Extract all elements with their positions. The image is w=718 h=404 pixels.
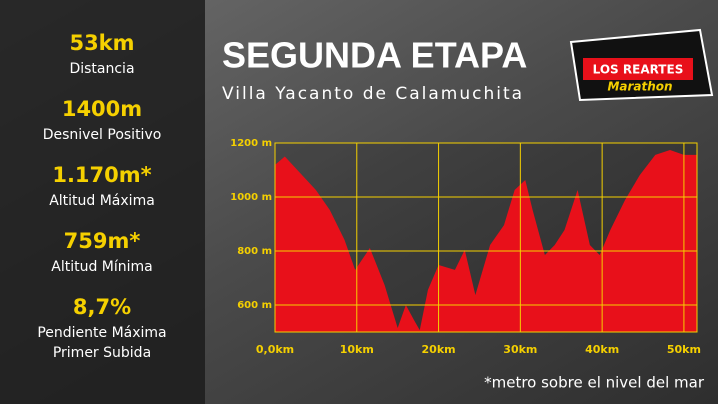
x-tick-label: 30km xyxy=(503,343,537,356)
stat-value: 8,7% xyxy=(73,295,131,319)
stat-value: 759m* xyxy=(64,229,141,253)
x-tick-label: 0,0km xyxy=(256,343,294,356)
logo: LOS REARTES Marathon xyxy=(569,28,714,102)
stat-label: Primer Subida xyxy=(53,345,151,361)
plot-frame xyxy=(274,142,698,333)
title: SEGUNDA ETAPA xyxy=(222,35,527,76)
stat-label: Altitud Mínima xyxy=(51,259,153,275)
stat-value: 1.170m* xyxy=(52,163,151,187)
stat-value: 1400m xyxy=(62,97,142,121)
logo-name: LOS REARTES xyxy=(593,63,684,77)
elevation-area xyxy=(275,150,697,332)
logo-band xyxy=(583,58,693,80)
stat-label: Distancia xyxy=(69,61,134,77)
footnote: *metro sobre el nivel del mar xyxy=(484,374,705,392)
stat-label: Pendiente Máxima xyxy=(37,325,166,341)
stats-panel xyxy=(0,0,205,404)
y-tick-label: 800 m xyxy=(237,246,272,257)
x-tick-label: 10km xyxy=(340,343,374,356)
stat-value: 53km xyxy=(69,31,134,55)
logo-tagline: Marathon xyxy=(607,80,672,94)
stat-label: Altitud Máxima xyxy=(49,193,155,209)
y-tick-label: 1200 m xyxy=(230,138,272,149)
subtitle: Villa Yacanto de Calamuchita xyxy=(222,84,524,104)
x-tick-label: 40km xyxy=(585,343,619,356)
x-tick-label: 50km xyxy=(667,343,701,356)
x-tick-label: 20km xyxy=(422,343,456,356)
y-tick-label: 1000 m xyxy=(230,192,272,203)
y-tick-label: 600 m xyxy=(237,300,272,311)
stat-label: Desnivel Positivo xyxy=(43,127,162,143)
